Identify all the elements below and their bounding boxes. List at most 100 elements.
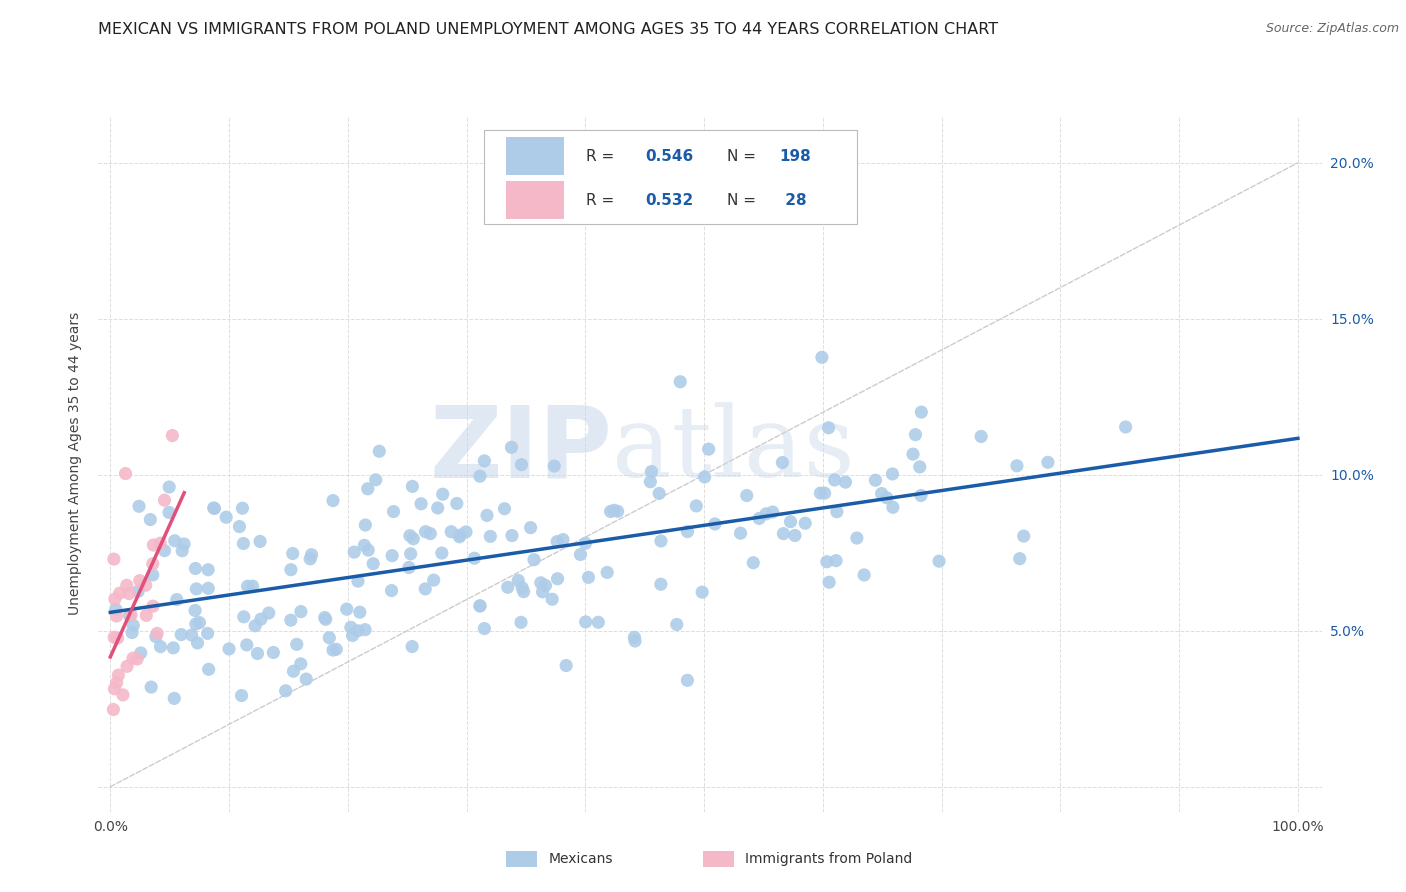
Point <box>693 470 716 484</box>
Point <box>432 487 454 501</box>
Point <box>817 421 839 435</box>
Point <box>762 505 785 519</box>
Point <box>440 524 463 539</box>
Point <box>342 628 364 642</box>
Text: 0.532: 0.532 <box>645 193 693 208</box>
Point <box>419 526 441 541</box>
Point <box>1008 551 1031 566</box>
Point <box>215 510 238 524</box>
Point <box>669 375 692 389</box>
Point <box>314 610 336 624</box>
Point <box>510 615 533 630</box>
Point <box>640 475 662 489</box>
Point <box>772 526 794 541</box>
Point <box>218 642 240 657</box>
Point <box>343 545 366 559</box>
Point <box>249 534 271 549</box>
Point <box>650 534 672 549</box>
Point <box>202 500 225 515</box>
Point <box>290 657 312 671</box>
Point <box>1005 458 1028 473</box>
Point <box>468 469 491 483</box>
Point <box>496 580 519 594</box>
Point <box>531 584 554 599</box>
Point <box>163 691 186 706</box>
Point <box>685 499 707 513</box>
Point <box>129 646 152 660</box>
Point <box>184 617 207 632</box>
Point <box>381 549 404 563</box>
Point <box>186 636 208 650</box>
Point <box>901 447 924 461</box>
Point <box>813 486 835 500</box>
Point <box>114 467 136 481</box>
Point <box>599 504 621 518</box>
Point <box>364 473 387 487</box>
Point <box>928 554 950 568</box>
Point <box>173 537 195 551</box>
Point <box>770 456 793 470</box>
Point <box>285 637 308 651</box>
Point <box>970 429 993 443</box>
Point <box>184 603 207 617</box>
Point <box>236 579 259 593</box>
Point <box>322 643 344 657</box>
Point <box>127 652 149 666</box>
Point <box>127 584 149 599</box>
Point <box>510 581 533 595</box>
Point <box>908 459 931 474</box>
Point <box>430 546 453 560</box>
Point <box>449 528 471 542</box>
Point <box>853 568 876 582</box>
Point <box>142 599 165 614</box>
Point <box>603 503 626 517</box>
Point <box>197 563 219 577</box>
Point <box>755 507 778 521</box>
Point <box>623 630 645 644</box>
Point <box>1036 455 1059 469</box>
Point <box>204 501 226 516</box>
Point <box>283 665 305 679</box>
Point <box>446 496 468 510</box>
Point <box>541 592 564 607</box>
Point <box>422 573 444 587</box>
Point <box>197 626 219 640</box>
Point <box>301 548 323 562</box>
Point <box>547 572 569 586</box>
Point <box>398 560 420 574</box>
Point <box>184 561 207 575</box>
Point <box>399 529 422 543</box>
Text: Immigrants from Poland: Immigrants from Poland <box>745 852 912 866</box>
Point <box>107 668 129 682</box>
Text: N =: N = <box>727 149 761 163</box>
Point <box>250 612 273 626</box>
Point <box>353 538 375 552</box>
Point <box>650 577 672 591</box>
Point <box>474 622 496 636</box>
Point <box>578 570 600 584</box>
Point <box>475 508 498 523</box>
Point <box>108 586 131 600</box>
Point <box>588 615 610 630</box>
Point <box>142 538 165 552</box>
Point <box>103 552 125 566</box>
Point <box>139 512 162 526</box>
Point <box>534 578 557 592</box>
Point <box>163 533 186 548</box>
Point <box>690 585 713 599</box>
Point <box>340 620 363 634</box>
Point <box>142 557 165 571</box>
Point <box>454 524 477 539</box>
Point <box>149 536 172 550</box>
Point <box>910 488 932 502</box>
Point <box>347 574 370 588</box>
Point <box>105 675 128 690</box>
Point <box>845 531 868 545</box>
Point <box>413 582 436 596</box>
Point <box>640 465 662 479</box>
Point <box>779 515 801 529</box>
Point <box>274 683 297 698</box>
Point <box>180 628 202 642</box>
Point <box>904 427 927 442</box>
Text: 28: 28 <box>780 193 807 208</box>
